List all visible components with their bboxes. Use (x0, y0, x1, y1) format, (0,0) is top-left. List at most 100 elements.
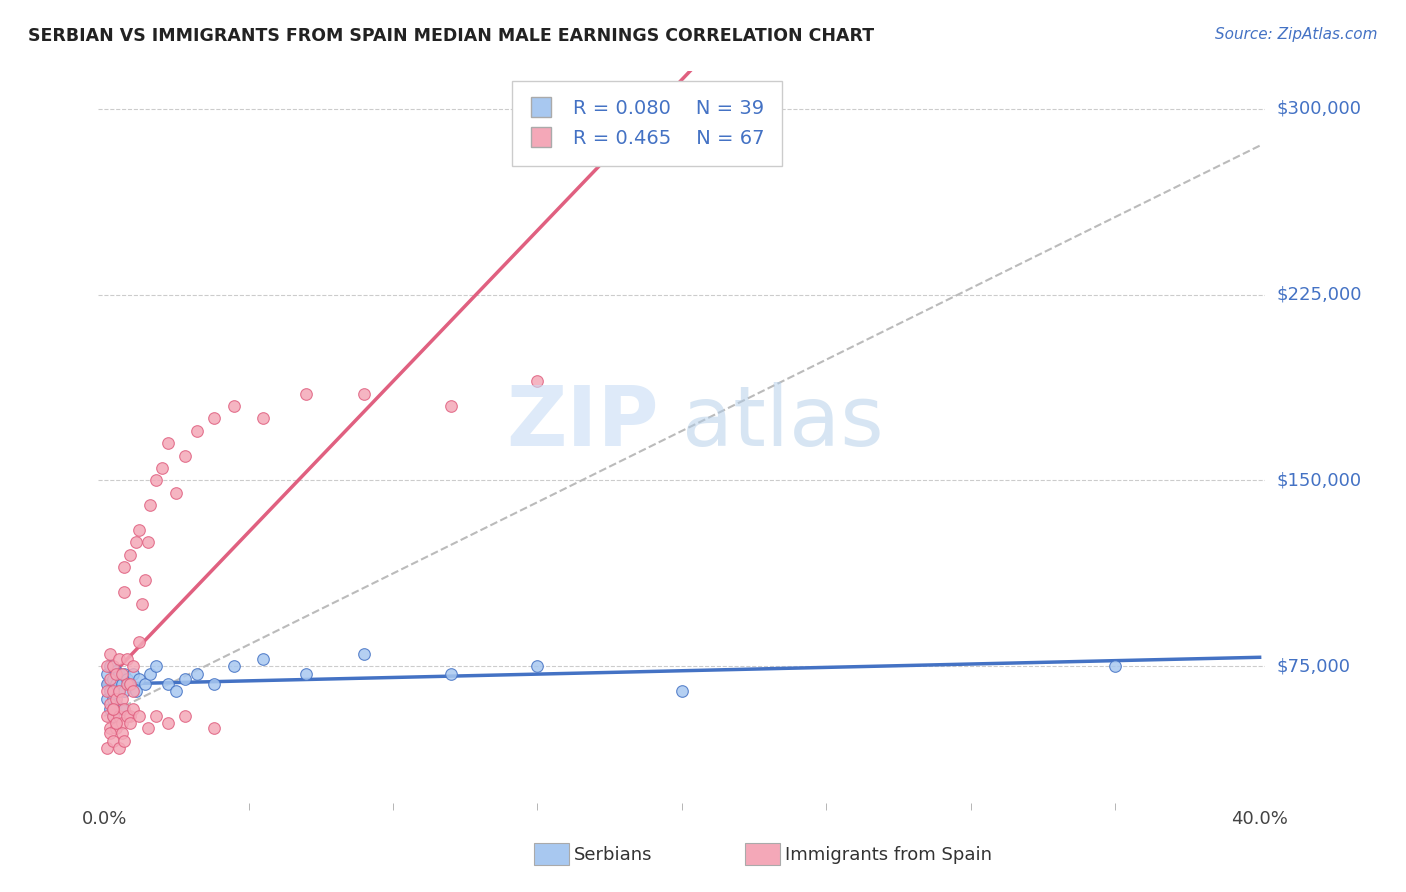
Point (107, 666, 129, 681)
Point (128, 672, 150, 686)
Point (156, 716, 179, 731)
Point (104, 716, 127, 731)
Point (98, 672, 121, 686)
Point (186, 666, 208, 681)
Point (134, 677, 156, 691)
Point (96, 709, 118, 723)
Point (120, 677, 142, 691)
Point (174, 672, 197, 686)
Point (120, 677, 142, 691)
Point (128, 709, 150, 723)
Text: $225,000: $225,000 (1277, 285, 1362, 303)
Point (117, 677, 139, 691)
Point (112, 701, 135, 715)
Point (120, 548, 142, 562)
Point (145, 474, 167, 488)
Point (117, 672, 139, 686)
Point (101, 734, 124, 748)
Point (202, 411, 225, 425)
Point (136, 535, 159, 549)
Point (125, 535, 148, 549)
Point (131, 598, 153, 612)
Point (101, 701, 124, 715)
Text: SERBIAN VS IMMIGRANTS FROM SPAIN MEDIAN MALE EARNINGS CORRELATION CHART: SERBIAN VS IMMIGRANTS FROM SPAIN MEDIAN … (28, 27, 875, 45)
Point (117, 709, 139, 723)
Point (224, 399, 246, 413)
Point (104, 665, 127, 679)
Text: Immigrants from Spain: Immigrants from Spain (785, 846, 991, 863)
Legend: R = 0.080    N = 39, R = 0.465    N = 67: R = 0.080 N = 39, R = 0.465 N = 67 (512, 81, 782, 166)
Text: $75,000: $75,000 (1277, 657, 1351, 675)
Point (101, 659, 124, 673)
Point (101, 709, 124, 723)
Point (101, 709, 124, 723)
Point (112, 684, 135, 698)
Point (671, 684, 693, 698)
Point (101, 701, 124, 715)
Point (186, 424, 208, 438)
Point (224, 659, 246, 673)
Text: Serbians: Serbians (574, 846, 652, 863)
Point (112, 666, 135, 681)
Point (165, 486, 187, 500)
Point (353, 386, 375, 401)
Point (145, 709, 167, 723)
Point (174, 709, 197, 723)
Point (440, 399, 463, 413)
Point (353, 647, 375, 661)
Point (96, 659, 118, 673)
Point (145, 659, 167, 673)
Point (120, 716, 142, 731)
Point (107, 684, 129, 698)
Point (156, 677, 179, 691)
Point (110, 666, 132, 681)
Point (295, 386, 318, 401)
Point (98, 659, 121, 673)
Point (112, 560, 135, 574)
Point (98, 647, 121, 661)
Text: $150,000: $150,000 (1277, 472, 1361, 490)
Point (104, 722, 127, 736)
Point (440, 666, 463, 681)
Point (128, 634, 150, 648)
Point (110, 677, 132, 691)
Point (107, 709, 129, 723)
Point (98, 684, 121, 698)
Point (112, 734, 135, 748)
Point (98, 722, 121, 736)
Point (252, 652, 274, 666)
Point (107, 684, 129, 698)
Point (110, 716, 132, 731)
Point (98, 701, 121, 715)
Point (526, 374, 548, 388)
Text: $300,000: $300,000 (1277, 100, 1361, 118)
Point (96, 684, 118, 698)
Point (112, 585, 135, 599)
Point (165, 684, 187, 698)
Point (101, 691, 124, 706)
Point (96, 741, 118, 756)
Point (120, 709, 142, 723)
Point (150, 461, 173, 475)
Point (156, 436, 179, 450)
Point (96, 666, 118, 681)
Point (122, 659, 145, 673)
Point (98, 726, 121, 740)
Point (136, 722, 159, 736)
Point (122, 701, 145, 715)
Point (1104, 659, 1126, 673)
Text: atlas: atlas (682, 382, 883, 463)
Point (295, 666, 318, 681)
Point (202, 677, 225, 691)
Point (128, 523, 150, 537)
Point (202, 722, 225, 736)
Point (107, 741, 129, 756)
Point (122, 684, 145, 698)
Point (122, 666, 145, 681)
Point (96, 677, 118, 691)
Point (110, 691, 132, 706)
Point (98, 697, 121, 711)
Point (139, 666, 162, 681)
Point (174, 449, 197, 463)
Point (134, 573, 156, 587)
